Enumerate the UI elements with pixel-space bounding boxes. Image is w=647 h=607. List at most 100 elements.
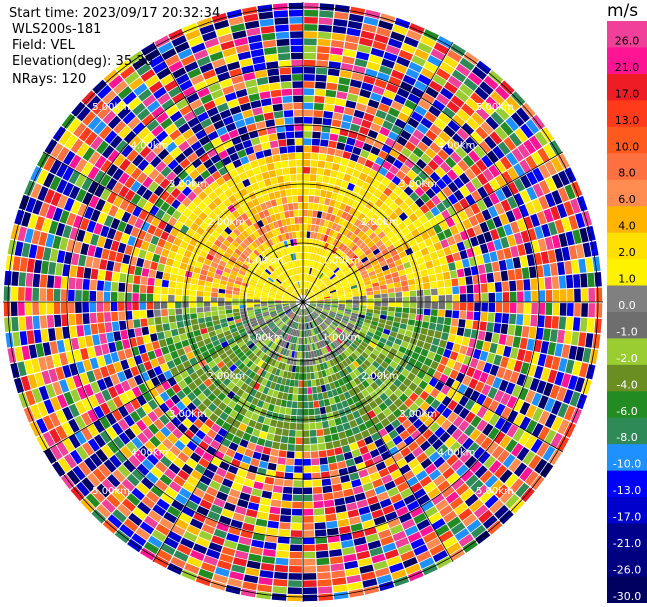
ppi-gate-cell: [328, 397, 336, 405]
ppi-gate-cell: [330, 309, 337, 313]
ppi-gate-cell: [470, 415, 482, 428]
ppi-gate-cell: [171, 267, 179, 275]
ppi-gate-cell: [316, 232, 322, 240]
ppi-gate-cell: [306, 358, 310, 366]
ppi-gate-cell: [93, 419, 105, 433]
ppi-gate-cell: [416, 550, 432, 563]
ppi-gate-cell: [319, 283, 325, 289]
ppi-gate-cell: [225, 162, 235, 172]
ppi-gate-cell: [100, 159, 113, 173]
ppi-gate-cell: [352, 302, 360, 305]
ppi-gate-cell: [161, 309, 168, 317]
ppi-gate-cell: [402, 175, 413, 186]
ppi-gate-cell: [456, 108, 470, 122]
ppi-gate-cell: [464, 206, 475, 218]
ppi-gate-cell: [354, 432, 364, 442]
ppi-gate-cell: [294, 351, 298, 359]
ppi-gate-cell: [70, 337, 80, 350]
ppi-gate-cell: [309, 295, 316, 300]
ppi-gate-cell: [372, 360, 380, 369]
ppi-gate-cell: [355, 178, 365, 188]
ppi-gate-cell: [253, 249, 260, 257]
ppi-gate-cell: [435, 524, 450, 537]
ppi-gate-cell: [177, 327, 186, 335]
ppi-gate-cell: [319, 457, 328, 465]
ppi-gate-cell: [267, 277, 275, 283]
ppi-gate-cell: [31, 230, 41, 245]
ppi-gate-cell: [231, 240, 240, 248]
ppi-gate-cell: [242, 319, 250, 325]
ppi-gate-cell: [250, 355, 258, 363]
ppi-gate-cell: [324, 303, 331, 305]
ppi-gate-cell: [125, 389, 136, 401]
ppi-gate-cell: [451, 459, 464, 472]
ppi-gate-cell: [351, 310, 359, 314]
ppi-gate-cell: [155, 523, 170, 536]
ppi-gate-cell: [469, 357, 479, 369]
ppi-gate-cell: [175, 282, 184, 289]
ppi-gate-cell: [198, 440, 209, 451]
ppi-gate-cell: [416, 283, 424, 291]
ppi-gate-cell: [374, 387, 384, 396]
ppi-gate-cell: [150, 156, 162, 168]
ppi-gate-cell: [274, 318, 281, 324]
ppi-gate-cell: [561, 217, 572, 232]
ppi-gate-cell: [242, 347, 250, 354]
ppi-gate-cell: [454, 502, 468, 516]
ppi-gate-cell: [107, 149, 120, 163]
ppi-gate-cell: [268, 307, 276, 311]
ppi-gate-cell: [249, 41, 263, 51]
ppi-gate-cell: [246, 257, 253, 264]
ppi-gate-cell: [330, 306, 338, 310]
ppi-gate-cell: [310, 336, 314, 344]
ppi-gate-cell: [193, 512, 207, 523]
ppi-gate-cell: [360, 512, 373, 523]
ppi-gate-cell: [493, 431, 506, 445]
ppi-gate-cell: [454, 446, 467, 459]
ppi-gate-cell: [172, 260, 181, 269]
ppi-gate-cell: [316, 305, 323, 309]
ppi-gate-cell: [275, 228, 281, 236]
ppi-gate-cell: [260, 234, 268, 242]
ppi-gate-cell: [369, 448, 380, 458]
ppi-gate-cell: [136, 172, 148, 184]
ppi-gate-cell: [399, 191, 409, 201]
ppi-gate-cell: [25, 302, 32, 316]
ppi-gate-cell: [308, 306, 314, 312]
ppi-gate-cell: [332, 239, 339, 247]
range-ring-label: 2.00km: [361, 371, 399, 382]
ppi-gate-cell: [487, 282, 495, 293]
ppi-gate-cell: [304, 281, 307, 288]
ppi-gate-cell: [194, 80, 208, 92]
ppi-gate-cell: [64, 197, 75, 212]
ppi-gate-cell: [281, 324, 287, 331]
ppi-gate-cell: [295, 344, 299, 351]
ppi-gate-cell: [138, 88, 152, 102]
ppi-gate-cell: [349, 404, 358, 413]
ppi-gate-cell: [128, 454, 141, 468]
ppi-gate-cell: [401, 227, 411, 236]
ppi-gate-cell: [364, 318, 372, 324]
ppi-gate-cell: [82, 192, 93, 206]
ppi-gate-cell: [357, 213, 366, 222]
ppi-gate-cell: [286, 138, 295, 146]
ppi-gate-cell: [420, 153, 432, 164]
ppi-gate-cell: [318, 399, 325, 408]
ppi-gate-cell: [314, 522, 326, 530]
ppi-gate-cell: [419, 557, 435, 569]
ppi-gate-cell: [303, 202, 309, 210]
ppi-gate-cell: [285, 131, 295, 139]
ppi-gate-cell: [57, 194, 69, 209]
ppi-gate-cell: [297, 401, 303, 409]
ppi-gate-cell: [192, 272, 200, 280]
ppi-gate-cell: [157, 331, 165, 340]
ppi-gate-cell: [413, 544, 429, 556]
ppi-gate-cell: [244, 79, 257, 88]
ppi-gate-cell: [25, 273, 34, 287]
ppi-gate-cell: [283, 256, 288, 263]
ppi-gate-cell: [345, 100, 357, 109]
ppi-gate-cell: [199, 24, 215, 35]
ppi-gate-cell: [71, 101, 86, 117]
ppi-gate-cell: [367, 99, 380, 109]
ppi-gate-cell: [382, 407, 392, 417]
